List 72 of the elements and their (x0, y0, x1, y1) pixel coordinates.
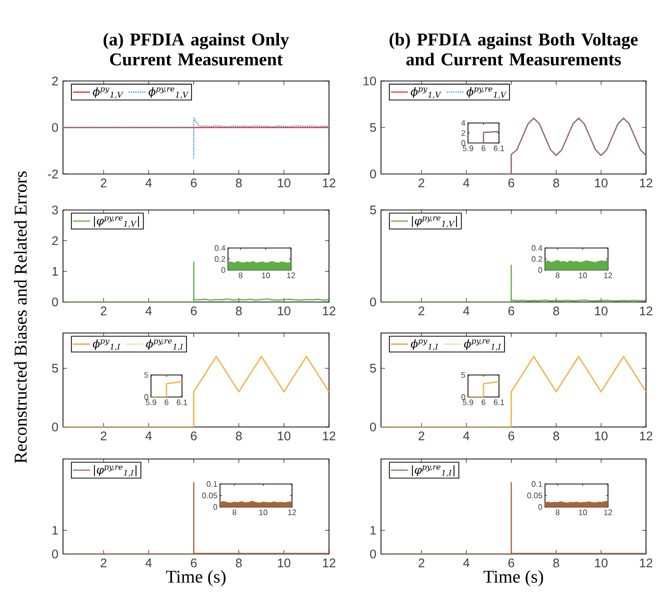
x-tick-label: 8 (236, 306, 242, 316)
x-tick-label: 2 (418, 306, 424, 316)
y-tick-label: 2 (52, 76, 58, 86)
x-tick-label: 2 (100, 558, 106, 568)
x-tick-label: 10 (278, 306, 290, 316)
x-tick-label: 10 (278, 432, 290, 440)
x-tick-label: 2 (418, 558, 424, 568)
x-tick-label: 10 (595, 432, 608, 440)
y-tick-label: 0 (52, 422, 58, 432)
y-tick-label: 0 (52, 123, 58, 132)
x-tick-label: 12 (640, 558, 652, 568)
x-tick-label: 12 (640, 306, 652, 316)
x-axis-title: Time (s) (484, 570, 544, 586)
x-tick-label: 6 (190, 432, 197, 440)
y-axis-title: Reconstructed Biases and Related Errors (14, 171, 27, 464)
x-tick-label: 6 (508, 178, 514, 188)
x-tick-label: 8 (553, 178, 560, 188)
x-tick-label: 12 (323, 306, 336, 316)
x-tick-label: 6 (190, 558, 197, 568)
x-tick-label: 12 (640, 432, 652, 440)
x-tick-label: 12 (323, 178, 336, 188)
line-series (381, 264, 646, 302)
y-tick-label: 0 (370, 170, 376, 178)
x-tick-label: 8 (236, 558, 242, 568)
y-tick-label: 0 (370, 550, 376, 558)
x-tick-label: 8 (553, 558, 560, 568)
x-tick-label: 2 (418, 432, 424, 440)
x-tick-label: 12 (323, 432, 336, 440)
x-tick-label: 12 (323, 558, 336, 568)
x-tick-label: 12 (640, 178, 652, 188)
x-tick-label: 10 (595, 178, 608, 188)
chart-title: (a) PFDIA against Only Current Measurement (104, 32, 289, 66)
x-tick-label: 10 (278, 178, 290, 188)
y-tick-label: 1 (52, 267, 58, 276)
line-series (381, 118, 646, 174)
y-tick-label: 0 (370, 422, 376, 432)
x-tick-label: 6 (190, 306, 197, 316)
y-tick-label: 1 (370, 526, 376, 535)
legend-label: |φ$^{py,re}$$_{1,I}$| (94, 465, 136, 477)
x-axis-title: Time (s) (166, 570, 226, 586)
x-tick-label: 6 (508, 432, 514, 440)
x-tick-label: 2 (100, 178, 106, 188)
x-tick-label: 10 (595, 306, 608, 316)
x-tick-label: 6 (508, 558, 514, 568)
y-tick-label: 5 (370, 364, 376, 373)
y-tick-label: 10 (364, 76, 376, 86)
y-tick-label: -2 (48, 170, 58, 178)
legend-label: |φ$^{py,re}$$_{1,I}$| (412, 465, 454, 477)
x-tick-label: 2 (418, 178, 424, 188)
x-tick-label: 8 (553, 306, 560, 316)
x-tick-label: 6 (190, 178, 197, 188)
y-tick-label: 3 (52, 206, 58, 214)
x-tick-label: 10 (595, 558, 608, 568)
y-tick-label: 5 (52, 364, 58, 373)
legend-label: |φ$^{py,re}$$_{1,V}$| (94, 216, 139, 228)
x-tick-label: 6 (508, 306, 514, 316)
x-tick-label: 10 (278, 558, 290, 568)
x-tick-label: 2 (100, 306, 106, 316)
x-tick-label: 8 (236, 178, 242, 188)
x-tick-label: 2 (100, 432, 106, 440)
y-tick-label: 2 (52, 236, 58, 246)
y-tick-label: 0 (52, 550, 58, 558)
y-tick-label: 0 (370, 298, 376, 306)
y-tick-label: 5 (370, 123, 376, 132)
line-series (63, 118, 330, 158)
y-tick-label: 1 (52, 526, 58, 535)
y-tick-label: 0 (52, 298, 58, 306)
y-tick-label: 5 (370, 206, 376, 214)
x-tick-label: 8 (553, 432, 560, 440)
chart-title: (b) PFDIA against Both Voltage and Current Measurements (390, 32, 638, 66)
legend-label: |φ$^{py,re}$$_{1,V}$| (412, 216, 457, 228)
x-tick-label: 8 (236, 432, 242, 440)
